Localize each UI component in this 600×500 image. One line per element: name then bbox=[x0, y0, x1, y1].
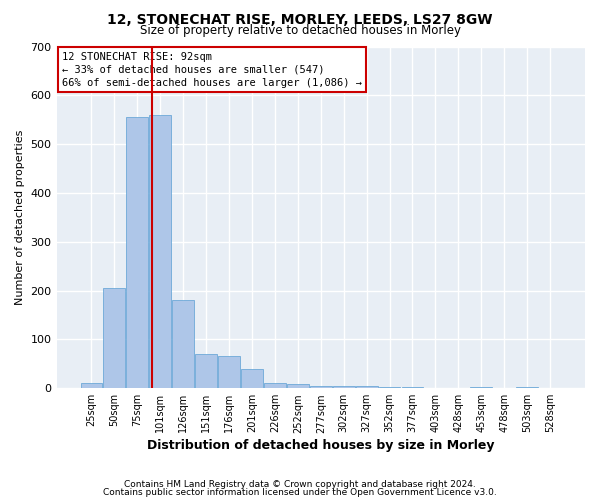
Text: Contains HM Land Registry data © Crown copyright and database right 2024.: Contains HM Land Registry data © Crown c… bbox=[124, 480, 476, 489]
Bar bbox=[80, 384, 103, 388]
Bar bbox=[172, 300, 194, 388]
Bar bbox=[470, 386, 492, 388]
Y-axis label: Number of detached properties: Number of detached properties bbox=[15, 130, 25, 305]
Text: Contains public sector information licensed under the Open Government Licence v3: Contains public sector information licen… bbox=[103, 488, 497, 497]
Bar bbox=[149, 115, 171, 388]
Bar bbox=[379, 386, 400, 388]
Bar bbox=[241, 368, 263, 388]
Bar bbox=[103, 288, 125, 388]
Bar bbox=[195, 354, 217, 388]
Bar bbox=[310, 386, 332, 388]
Bar bbox=[264, 384, 286, 388]
Bar bbox=[401, 386, 424, 388]
Bar bbox=[287, 384, 309, 388]
Text: 12 STONECHAT RISE: 92sqm
← 33% of detached houses are smaller (547)
66% of semi-: 12 STONECHAT RISE: 92sqm ← 33% of detach… bbox=[62, 52, 362, 88]
Text: 12, STONECHAT RISE, MORLEY, LEEDS, LS27 8GW: 12, STONECHAT RISE, MORLEY, LEEDS, LS27 … bbox=[107, 12, 493, 26]
Bar bbox=[127, 118, 148, 388]
X-axis label: Distribution of detached houses by size in Morley: Distribution of detached houses by size … bbox=[147, 440, 494, 452]
Bar bbox=[333, 386, 355, 388]
Text: Size of property relative to detached houses in Morley: Size of property relative to detached ho… bbox=[139, 24, 461, 37]
Bar bbox=[218, 356, 240, 388]
Bar bbox=[516, 386, 538, 388]
Bar bbox=[356, 386, 377, 388]
